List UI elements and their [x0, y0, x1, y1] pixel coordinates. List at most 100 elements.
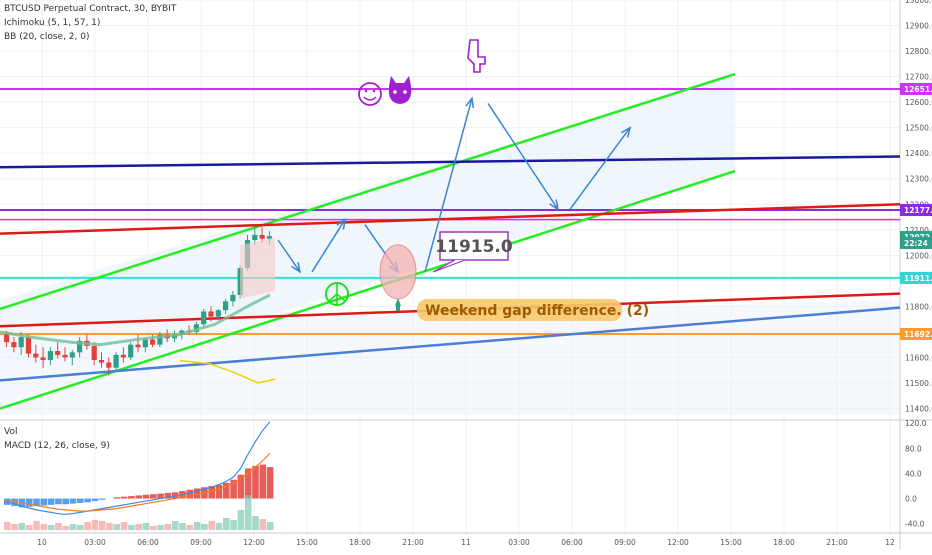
macd-histogram-bar	[266, 467, 274, 499]
volume-bar	[179, 523, 186, 530]
volume-bar	[142, 523, 150, 530]
macd-histogram-bar	[150, 494, 157, 499]
proj-arrow-5	[487, 102, 559, 210]
volume-bar	[164, 524, 172, 530]
price-tick-label: 12700.0	[905, 73, 932, 82]
macd-legend: MACD (12, 26, close, 9)	[4, 441, 110, 451]
time-tick-label: 03:00	[508, 538, 530, 547]
macd-tick-label: 80.0	[905, 444, 922, 453]
macd-tick-label: -40.0	[905, 520, 925, 529]
price-label-badge	[900, 271, 932, 284]
price-label-text: 11692.0	[904, 330, 932, 339]
candle	[157, 334, 163, 345]
green-channel-upper	[0, 72, 736, 311]
volume-bar	[91, 520, 99, 530]
proj-arrow-6-head	[621, 126, 632, 138]
candle	[62, 354, 68, 358]
macd-histogram-bar	[33, 498, 40, 507]
smiley-face-icon	[358, 82, 382, 106]
volume-bar	[11, 524, 18, 530]
price-label-badge	[900, 204, 932, 216]
volume-bar	[193, 522, 201, 530]
price-tick-label: 12900.0	[905, 22, 932, 31]
volume-bar	[150, 526, 157, 530]
candle	[215, 310, 221, 317]
time-tick-label: 09:00	[190, 538, 212, 547]
smiley-eye	[372, 89, 376, 93]
proj-arrow-1-head	[291, 261, 302, 274]
macd-histogram-bar	[40, 498, 48, 506]
smiley-eye	[364, 89, 368, 93]
macd-histogram-bar	[55, 498, 62, 505]
macd-tick-label: 40.0	[905, 469, 922, 478]
volume-bar	[62, 526, 69, 530]
time-tick-label: 21:00	[826, 538, 848, 547]
price-tick-label: 12400.0	[905, 149, 932, 158]
candle	[25, 337, 32, 354]
volume-bar	[259, 519, 267, 530]
macd-histogram-bar	[84, 498, 91, 503]
proj-arrow-2	[311, 219, 346, 273]
macd-histogram-bar	[259, 464, 267, 499]
peace-line	[336, 293, 346, 302]
macd-histogram-bar	[230, 479, 237, 499]
macd-histogram-bar	[252, 465, 259, 499]
price-tick-label: 12500.0	[905, 124, 932, 133]
time-tick-label: 21:00	[402, 538, 424, 547]
macd-histogram-bar	[164, 492, 172, 499]
volume-bar	[208, 521, 215, 530]
volume-bar	[77, 525, 84, 530]
candle	[33, 353, 39, 358]
candle	[77, 340, 83, 353]
volume-bar	[18, 523, 26, 530]
macd-histogram-bar	[157, 493, 164, 499]
kumo-cloud	[240, 237, 275, 299]
price-label-badge	[900, 237, 932, 250]
volume-bar	[223, 518, 230, 530]
volume-bar	[201, 524, 208, 530]
callout-value: 11915.0	[435, 237, 513, 257]
time-tick-label: 18:00	[349, 538, 371, 547]
price-label-text: 12177.5	[904, 206, 932, 215]
cat-eye	[403, 90, 407, 94]
macd-histogram-bar	[69, 498, 77, 504]
time-tick-label: 10	[37, 538, 47, 547]
price-tick-label: 12800.0	[905, 47, 932, 56]
up-marker-stem	[396, 304, 400, 311]
volume-bar	[25, 525, 33, 530]
volume-bar	[113, 524, 121, 530]
up-marker	[395, 297, 401, 306]
volume-bar	[215, 523, 223, 530]
candle	[106, 362, 112, 368]
peace-line	[328, 293, 338, 302]
macd-line	[6, 421, 271, 515]
candle	[135, 344, 141, 348]
time-tick-label: 15:00	[296, 538, 318, 547]
proj-arrow-4	[424, 98, 473, 273]
blue-support-line	[0, 306, 901, 382]
smiley-mouth	[363, 96, 377, 101]
green-channel-lower	[0, 169, 736, 410]
candle	[230, 294, 236, 302]
candle	[69, 352, 75, 358]
price-label-text: 12651.5	[904, 85, 932, 94]
macd-histogram-bar	[244, 468, 252, 499]
price-label-text: 11911.5	[904, 274, 932, 283]
macd-histogram-bar	[91, 498, 99, 502]
volume-bar	[120, 522, 128, 530]
macd-histogram-bar	[120, 496, 128, 499]
price-label-badge	[900, 82, 932, 95]
time-tick-label: 12	[885, 538, 895, 547]
macd-histogram-bar	[77, 498, 84, 503]
price-tick-label: 11500.0	[905, 379, 932, 388]
candle	[266, 236, 272, 239]
volume-bar	[40, 524, 48, 530]
volume-bar	[135, 524, 142, 530]
time-tick-label: 12:00	[243, 538, 265, 547]
bb-legend: BB (20, close, 2, 0)	[4, 32, 90, 42]
highlight-ellipse	[379, 244, 417, 300]
weekend-gap-pill	[417, 299, 622, 321]
time-tick-label: 18:00	[773, 538, 795, 547]
